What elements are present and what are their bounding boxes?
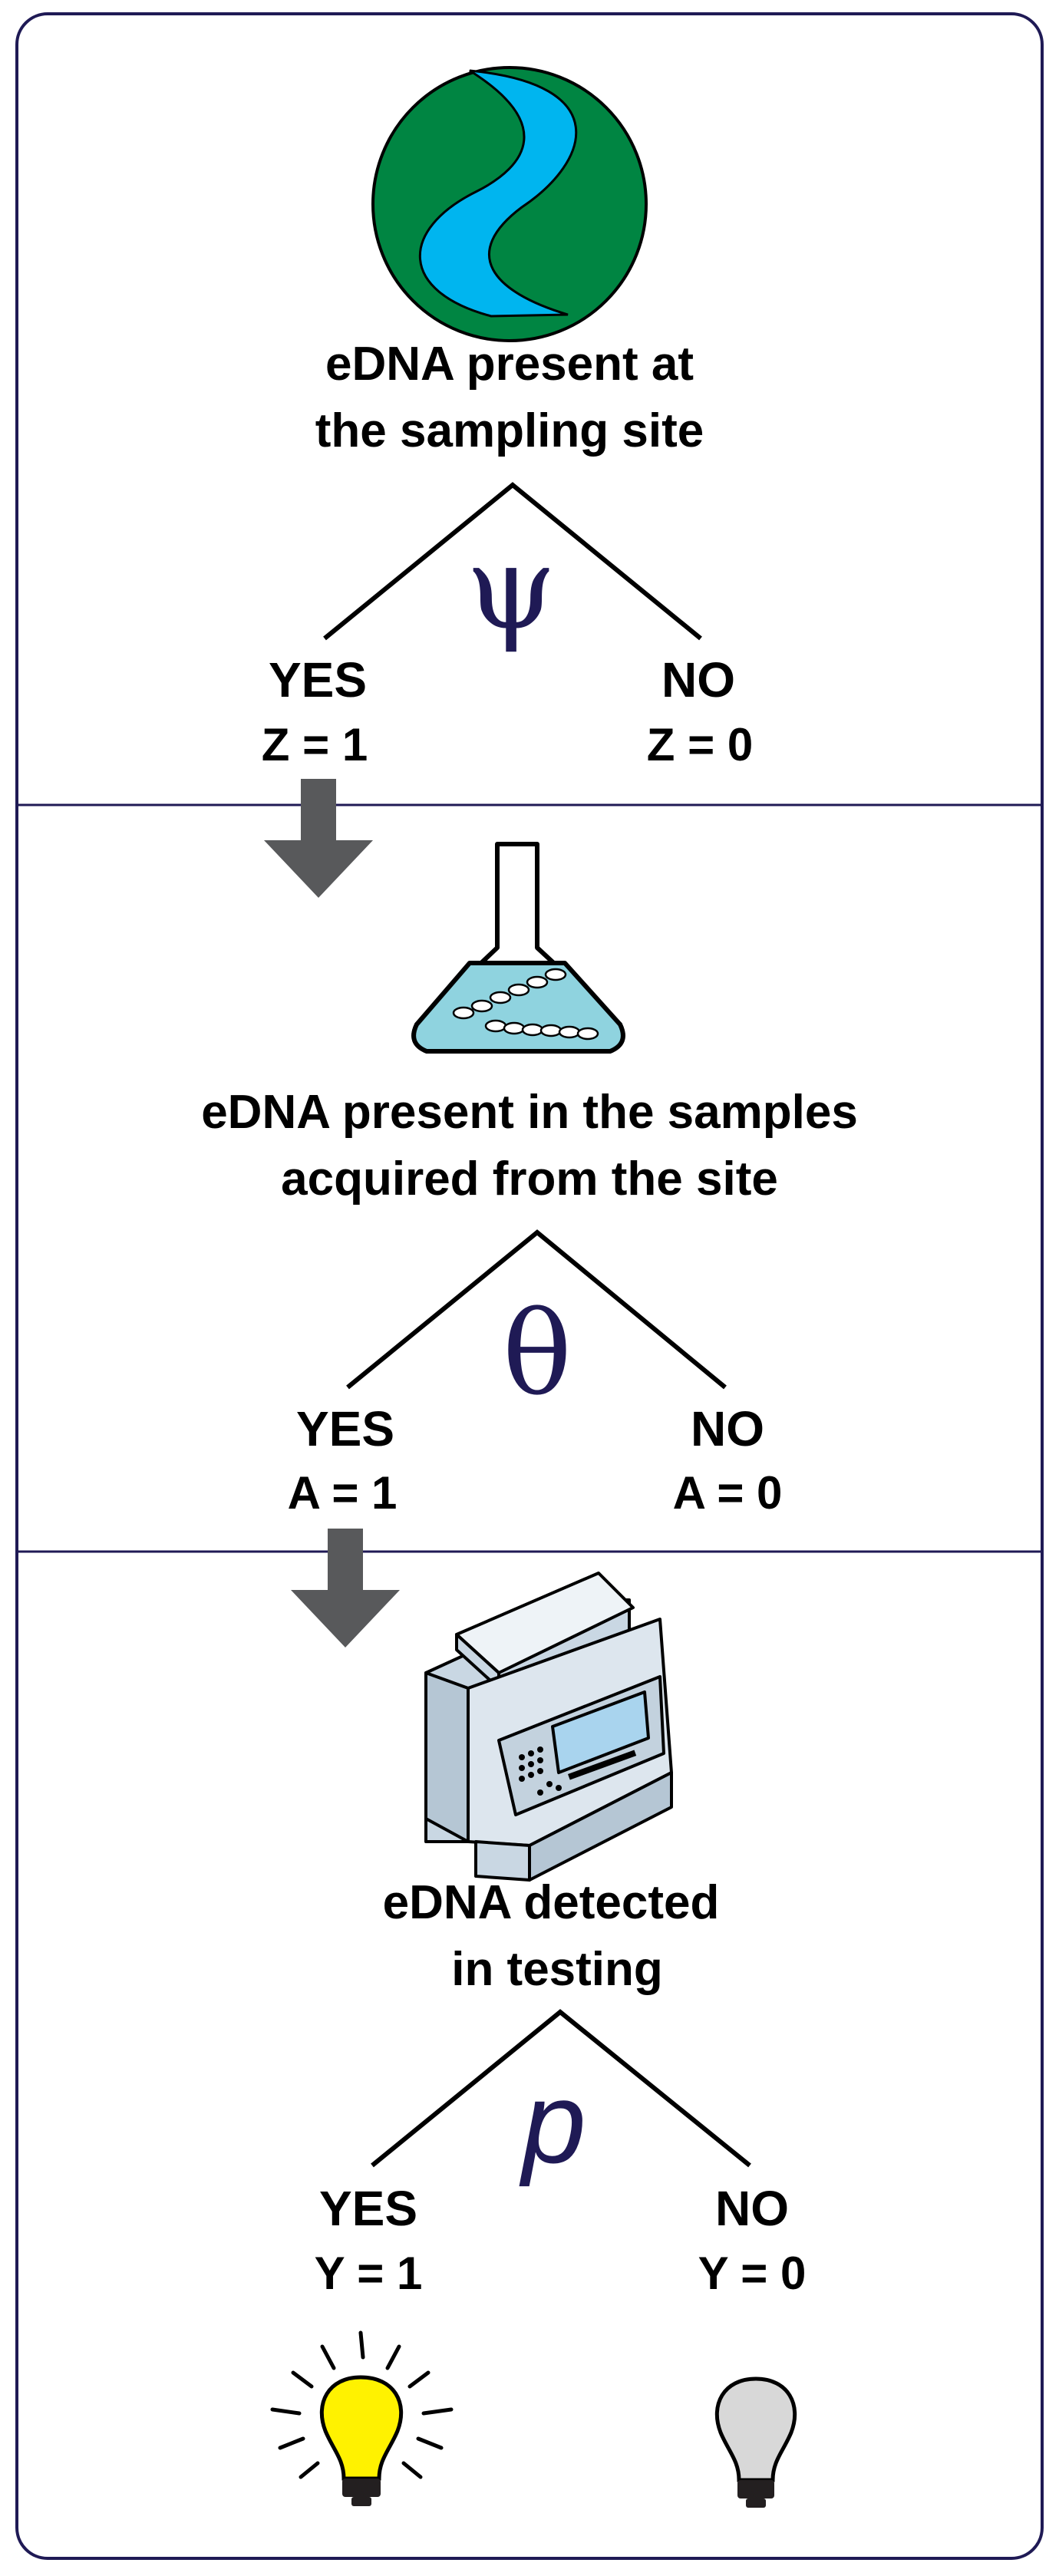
stage-2-title-line-2: acquired from the site: [281, 1153, 778, 1206]
stage-2-branch: [346, 1229, 727, 1390]
stage-2-title-line-1: eDNA present in the samples: [201, 1086, 858, 1139]
stage-2-yes-label: YES: [296, 1401, 394, 1456]
stage-3-title-line-2: in testing: [451, 1943, 663, 1996]
stage-3-yes-label: YES: [319, 2181, 417, 2236]
stage-1-parameter-psi: ψ: [466, 522, 556, 655]
stage-3-no-value: Y = 0: [698, 2248, 807, 2299]
stage-3-title-line-1: eDNA detected: [383, 1876, 720, 1929]
stage-1-no-label: NO: [661, 652, 735, 707]
down-arrow-1: [264, 779, 373, 898]
stage-2-no-value: A = 0: [673, 1467, 783, 1519]
stage-1-yes-value: Z = 1: [262, 719, 368, 770]
pcr-machine-icon: [424, 1572, 673, 1882]
stage-1-branch: [323, 482, 702, 641]
diagram-frame: [15, 12, 1044, 2560]
stage-3-yes-value: Y = 1: [315, 2248, 423, 2299]
stage-3-no-label: NO: [715, 2181, 789, 2236]
stage-2-parameter-theta: θ: [503, 1288, 572, 1421]
stage-1-title-line-1: eDNA present at: [325, 338, 694, 391]
stage-3-branch: [371, 2009, 751, 2168]
stage-1-title-line-2: the sampling site: [315, 404, 704, 457]
unlit-lightbulb-icon: [714, 2376, 797, 2508]
flask-dna-icon: [411, 842, 625, 1054]
pcr-keypad: [519, 1746, 637, 1796]
lit-lightbulb-icon: [270, 2330, 454, 2506]
stage-1-yes-label: YES: [269, 652, 367, 707]
down-arrow-2: [291, 1529, 400, 1648]
stage-3-parameter-p: p: [519, 2058, 586, 2187]
stage-2-no-label: NO: [691, 1401, 764, 1456]
globe-river-icon: [371, 66, 648, 342]
stage-2-yes-value: A = 1: [288, 1467, 398, 1519]
stage-1-no-value: Z = 0: [647, 719, 753, 770]
